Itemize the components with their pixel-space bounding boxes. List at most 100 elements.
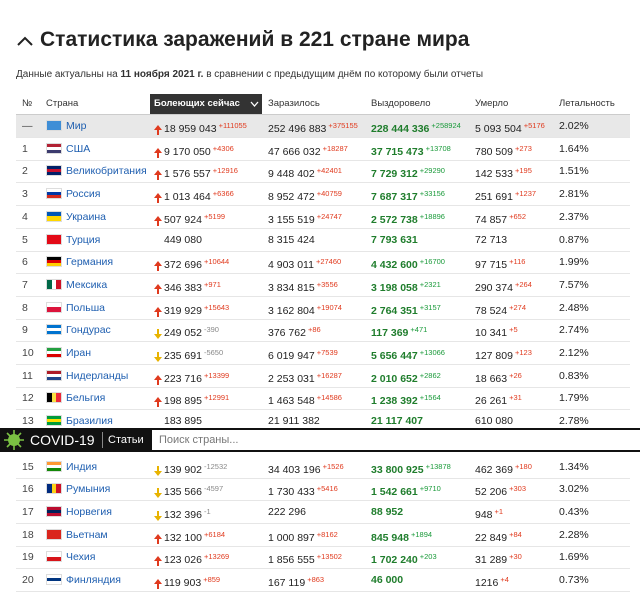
row-number: 18	[22, 528, 34, 541]
country-name[interactable]: Бельгия	[66, 392, 106, 405]
nav-link[interactable]: Статьи	[108, 434, 144, 446]
recovered-cell: 228 444 336 +258924	[371, 115, 461, 140]
country-name[interactable]: Чехия	[66, 551, 96, 564]
delta: +1526	[322, 461, 344, 471]
lethality: 1.34%	[559, 460, 589, 473]
value: 6 019 947	[268, 350, 315, 362]
collapse-icon[interactable]	[16, 34, 34, 48]
active-cell: 346 383 +971	[154, 274, 221, 299]
country-name[interactable]: Нидерланды	[66, 369, 129, 382]
column-header[interactable]: Болеющих сейчас	[154, 98, 240, 109]
delta: +10644	[203, 257, 230, 267]
lethality: 0.83%	[559, 369, 589, 382]
lethality: 1.64%	[559, 142, 589, 155]
lethality: 2.28%	[559, 528, 589, 541]
country-name[interactable]: Иран	[66, 347, 92, 359]
row-number: 8	[22, 301, 28, 314]
recovered-cell: 7 687 317 +33156	[371, 183, 445, 208]
search-placeholder: Поиск страны...	[159, 434, 239, 446]
country-name[interactable]: Мексика	[66, 278, 108, 291]
value: 845 948	[371, 531, 409, 544]
delta: +24747	[316, 211, 342, 221]
row-number: 4	[22, 210, 28, 223]
country-name[interactable]: Россия	[66, 188, 101, 201]
value: 1 463 548	[268, 395, 315, 408]
search-box[interactable]: Поиск страны...	[152, 430, 640, 450]
flag	[46, 165, 62, 177]
cases-cell: 1 730 433 +5416	[268, 478, 338, 503]
value: 34 403 196	[268, 463, 321, 476]
down-arrow	[154, 507, 162, 521]
delta: +859	[203, 575, 221, 584]
deaths-cell: 31 289 +30	[475, 546, 522, 571]
value: 183 895	[164, 415, 202, 428]
active-cell: 135 566 -4597	[154, 478, 224, 503]
value: 7 687 317	[371, 191, 418, 204]
value: 223 716	[164, 372, 202, 385]
lethality: 1.79%	[559, 392, 589, 405]
up-arrow	[154, 303, 162, 317]
delta: +116	[509, 257, 526, 267]
active-cell: 119 903 +859	[154, 569, 221, 594]
country-name[interactable]: Гондурас	[66, 324, 111, 337]
value: 78 524	[475, 304, 508, 317]
up-arrow	[154, 212, 162, 226]
cases-cell: 3 834 815 +3556	[268, 274, 338, 299]
country-name[interactable]: Украина	[66, 210, 106, 223]
delta: +8162	[316, 529, 338, 539]
recovered-cell: 1 238 392 +1564	[371, 387, 441, 412]
country-name[interactable]: Великобритания	[66, 165, 147, 178]
lethality: 0.43%	[559, 505, 589, 518]
up-arrow	[154, 280, 162, 294]
down-arrow	[154, 462, 162, 476]
table-row: 2 Великобритания 1 576 557 +12916 9 448 402 +…	[16, 160, 630, 184]
value: 198 895	[164, 395, 202, 408]
row-number: 10	[22, 347, 34, 359]
deaths-cell: 52 206 +303	[475, 478, 526, 503]
delta: +13502	[316, 552, 342, 562]
country-name[interactable]: США	[66, 142, 91, 155]
deaths-cell: 780 509 +273	[475, 138, 532, 163]
value: 8 952 472	[268, 191, 315, 204]
cases-cell: 3 155 519 +24747	[268, 206, 342, 231]
country-name[interactable]: Норвегия	[66, 505, 112, 518]
row-number: 13	[22, 415, 34, 428]
row-number: 3	[22, 188, 28, 201]
value: 372 696	[164, 259, 202, 272]
table-row: 3 Россия 1 013 464 +6366 8 952 472 +40759 7 68…	[16, 183, 630, 208]
recovered-cell: 21 117 407	[371, 410, 423, 432]
row-number: 6	[22, 256, 28, 269]
country-name[interactable]: Индия	[66, 460, 98, 473]
recovered-cell: 33 800 925 +13878	[371, 456, 451, 481]
country-name[interactable]: Финляндия	[66, 574, 121, 586]
table-row: 6 Германия 372 696 +10644 4 903 011 +27460 4 4…	[16, 251, 630, 275]
cases-cell: 21 911 382	[268, 410, 320, 432]
value: 1 000 897	[268, 531, 315, 544]
up-arrow	[154, 189, 162, 204]
country-name[interactable]: Польша	[66, 301, 106, 314]
value: 117 369	[371, 327, 409, 340]
country-name[interactable]: Вьетнам	[66, 528, 108, 541]
active-cell: 319 929 +15643	[154, 297, 229, 322]
value: 31 289	[475, 554, 508, 567]
down-arrow	[154, 348, 162, 362]
country-name[interactable]: Бразилия	[66, 415, 113, 428]
country-name[interactable]: Румыния	[66, 483, 111, 496]
country-name[interactable]: Турция	[66, 233, 101, 246]
value: 228 444 336	[371, 123, 430, 135]
table-row: 18 Вьетнам 132 100 +6184 1 000 897 +8162 845 9…	[16, 524, 630, 547]
flag	[46, 210, 62, 222]
top-nav: COVID-19 Статьи Поиск страны...	[0, 428, 640, 452]
brand[interactable]: COVID-19	[30, 432, 95, 448]
delta: +863	[307, 575, 325, 584]
virus-logo[interactable]	[3, 429, 25, 451]
country-name[interactable]: Мир	[66, 120, 87, 132]
row-number: 16	[22, 483, 34, 496]
cases-cell: 8 315 424	[268, 229, 315, 251]
delta: +4306	[212, 143, 234, 153]
delta: -4597	[203, 484, 224, 494]
delta: +3556	[316, 279, 338, 289]
delta: +471	[410, 325, 428, 335]
country-name[interactable]: Германия	[66, 256, 114, 269]
